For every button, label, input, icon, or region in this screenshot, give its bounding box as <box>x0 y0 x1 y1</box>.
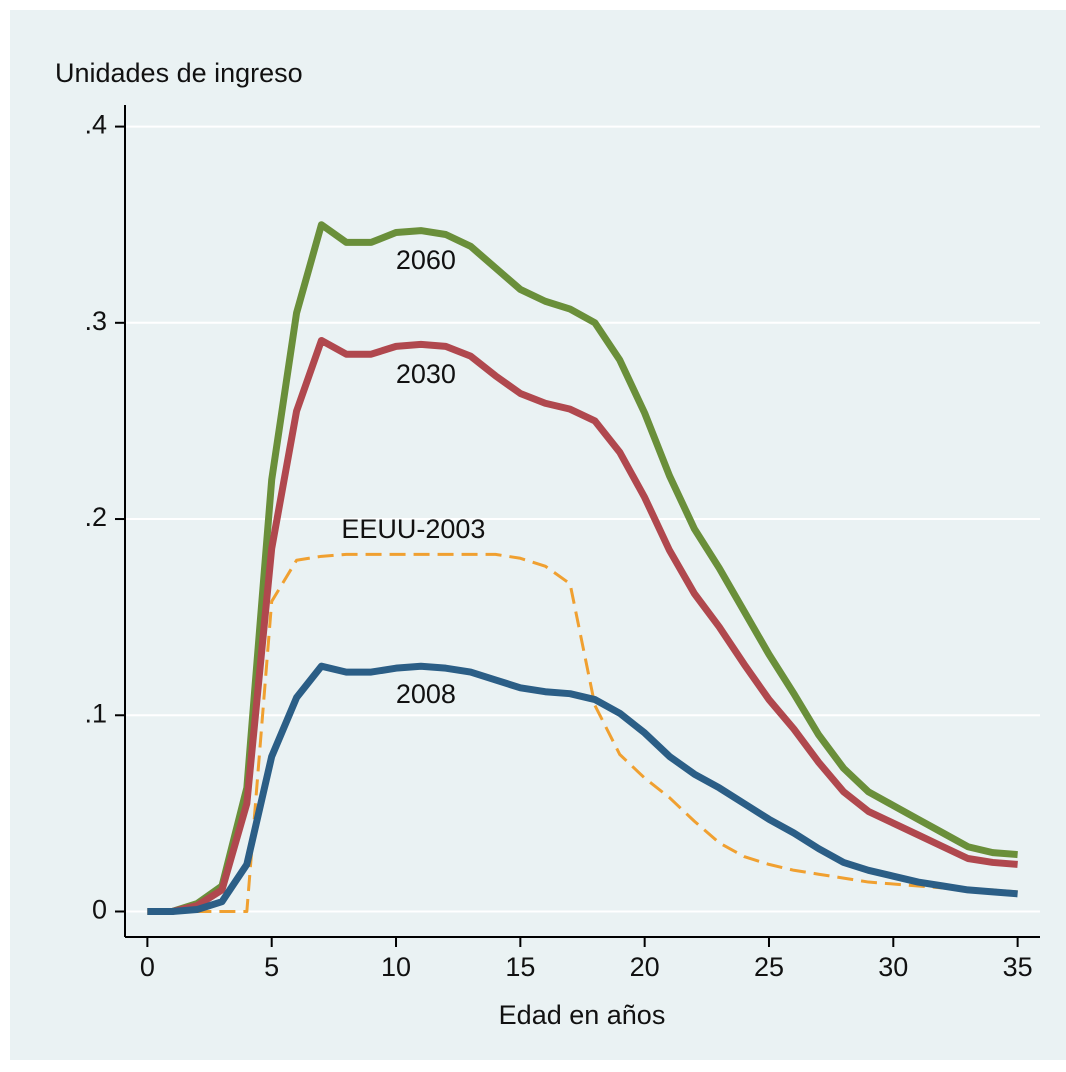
series-line <box>147 221 1018 915</box>
series-line <box>147 336 1018 915</box>
y-tick-label: .4 <box>84 110 107 140</box>
x-tick-label: 30 <box>878 952 908 982</box>
x-axis-label: Edad en años <box>499 1000 666 1030</box>
annotation: 2030 <box>396 359 456 389</box>
y-tick-label: .3 <box>84 306 107 336</box>
x-tick-label: 10 <box>381 952 411 982</box>
x-tick-label: 15 <box>505 952 535 982</box>
chart-title: Unidades de ingreso <box>55 58 303 88</box>
series-line <box>147 552 1018 913</box>
x-tick-label: 20 <box>630 952 660 982</box>
x-tick-label: 25 <box>754 952 784 982</box>
y-tick-label: .2 <box>84 502 107 532</box>
annotation: EEUU-2003 <box>341 514 485 544</box>
x-tick-label: 5 <box>264 952 279 982</box>
series-line <box>147 662 1018 915</box>
y-tick-label: 0 <box>92 895 107 925</box>
background <box>10 10 1066 1060</box>
y-tick-label: .1 <box>84 698 107 728</box>
annotation: 2060 <box>396 245 456 275</box>
annotation: 2008 <box>396 679 456 709</box>
x-tick-label: 0 <box>140 952 155 982</box>
x-tick-label: 35 <box>1003 952 1033 982</box>
